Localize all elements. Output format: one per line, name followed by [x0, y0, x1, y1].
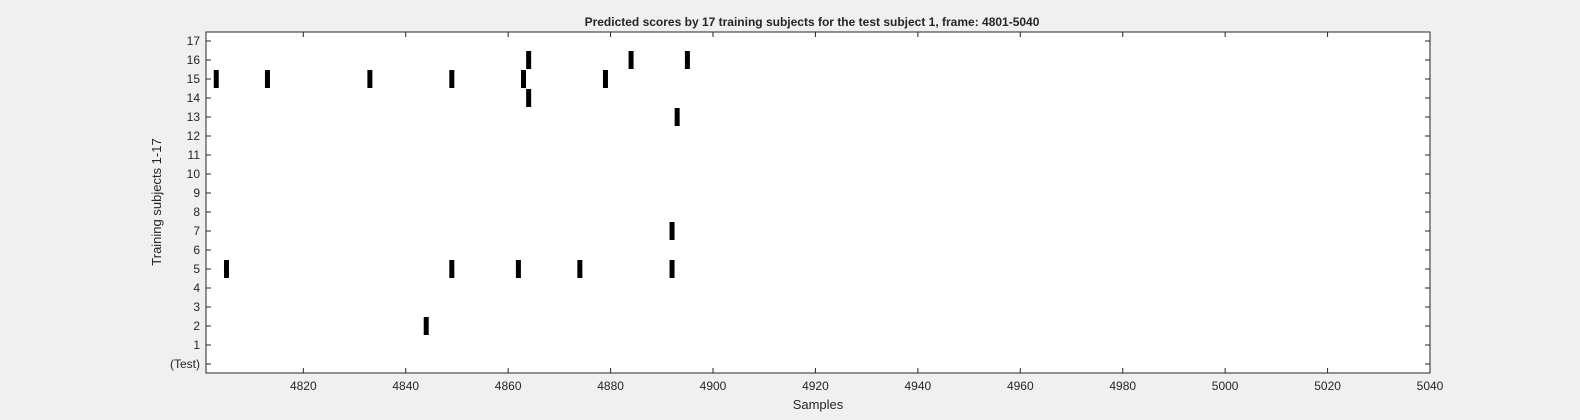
data-point-subject-2 — [423, 317, 429, 335]
data-point-subject-15 — [213, 70, 219, 88]
y-tick-label: 4 — [193, 281, 200, 295]
data-point-subject-5 — [577, 260, 583, 278]
y-tick-label: 11 — [188, 148, 201, 162]
data-point-subject-16 — [684, 51, 690, 69]
y-tick-label: 3 — [193, 300, 200, 314]
data-point-subject-15 — [521, 70, 527, 88]
x-tick-label: 4960 — [1007, 379, 1034, 393]
y-tick-label: 8 — [193, 205, 200, 219]
y-tick-label: 5 — [193, 262, 200, 276]
data-point-subject-15 — [367, 70, 373, 88]
y-tick-label: 10 — [187, 167, 201, 181]
data-point-subject-5 — [223, 260, 229, 278]
y-tick-label: 12 — [187, 129, 201, 143]
data-point-subject-14 — [526, 89, 532, 107]
x-tick-label: 4820 — [290, 379, 317, 393]
data-point-subject-15 — [449, 70, 455, 88]
data-point-subject-15 — [602, 70, 608, 88]
plot-area — [205, 31, 1431, 374]
x-tick-label: 4920 — [802, 379, 829, 393]
x-tick-label: 4940 — [905, 379, 932, 393]
y-tick-label: 17 — [187, 34, 201, 48]
y-axis-label: Training subjects 1-17 — [149, 138, 164, 265]
y-tick-label: 6 — [193, 243, 200, 257]
x-tick-label: 4880 — [597, 379, 624, 393]
data-point-subject-13 — [674, 108, 680, 126]
y-tick-label: 7 — [193, 224, 200, 238]
y-tick-label: 13 — [187, 110, 201, 124]
y-tick-label: 16 — [187, 53, 201, 67]
y-tick-label: 1 — [193, 338, 200, 352]
data-point-subject-5 — [515, 260, 521, 278]
y-tick-label: (Test) — [170, 357, 200, 371]
y-tick-label: 9 — [193, 186, 200, 200]
y-tick-label: 15 — [187, 72, 201, 86]
data-point-subject-15 — [264, 70, 270, 88]
x-tick-label: 5000 — [1212, 379, 1239, 393]
x-axis-ticks: 4820 4840 4860 4880 4900 4920 4940 4960 4980 5000… — [290, 32, 1444, 393]
y-tick-label: 14 — [187, 91, 201, 105]
x-axis-label: Samples — [793, 397, 844, 412]
data-point-subject-16 — [526, 51, 532, 69]
data-marks — [213, 51, 690, 335]
x-tick-label: 4900 — [700, 379, 727, 393]
data-point-subject-7 — [669, 222, 675, 240]
data-point-subject-5 — [669, 260, 675, 278]
chart-title: Predicted scores by 17 training subjects… — [585, 15, 1040, 29]
x-tick-label: 4860 — [495, 379, 522, 393]
x-tick-label: 4980 — [1109, 379, 1136, 393]
x-tick-label: 5020 — [1314, 379, 1341, 393]
data-point-subject-5 — [449, 260, 455, 278]
x-tick-label: 5040 — [1417, 379, 1444, 393]
x-tick-label: 4840 — [392, 379, 419, 393]
data-point-subject-16 — [628, 51, 634, 69]
y-tick-label: 2 — [193, 319, 200, 333]
